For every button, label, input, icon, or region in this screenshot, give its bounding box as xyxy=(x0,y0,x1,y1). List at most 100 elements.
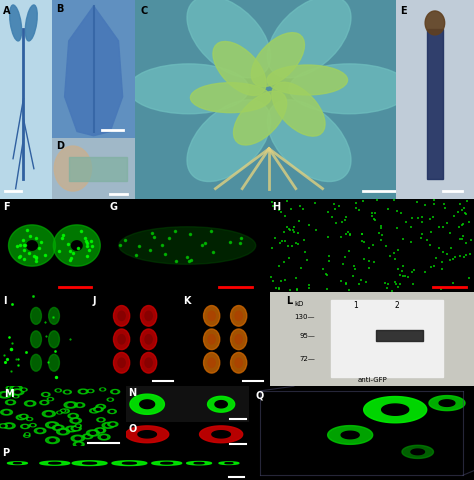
Polygon shape xyxy=(212,431,230,438)
Polygon shape xyxy=(42,393,50,396)
Polygon shape xyxy=(61,409,69,413)
Polygon shape xyxy=(108,422,118,427)
Polygon shape xyxy=(27,241,37,251)
Polygon shape xyxy=(101,436,107,438)
Ellipse shape xyxy=(289,65,410,115)
Ellipse shape xyxy=(208,335,215,344)
Polygon shape xyxy=(56,427,61,429)
Polygon shape xyxy=(25,401,36,406)
Polygon shape xyxy=(0,409,12,415)
Ellipse shape xyxy=(235,312,242,321)
Polygon shape xyxy=(77,444,81,445)
Text: 72—: 72— xyxy=(299,355,315,361)
Polygon shape xyxy=(74,428,78,430)
Polygon shape xyxy=(53,425,64,431)
Polygon shape xyxy=(60,409,66,412)
Ellipse shape xyxy=(128,65,249,115)
Ellipse shape xyxy=(49,355,59,372)
Ellipse shape xyxy=(187,101,271,182)
Polygon shape xyxy=(10,385,22,391)
Polygon shape xyxy=(130,395,164,414)
Polygon shape xyxy=(161,462,173,464)
Polygon shape xyxy=(13,463,21,464)
Polygon shape xyxy=(47,398,54,401)
Ellipse shape xyxy=(113,306,130,326)
Text: kD: kD xyxy=(295,300,304,306)
Polygon shape xyxy=(6,424,12,427)
Polygon shape xyxy=(95,428,106,433)
Ellipse shape xyxy=(230,329,247,350)
Ellipse shape xyxy=(203,329,220,350)
Polygon shape xyxy=(8,425,10,426)
Polygon shape xyxy=(64,402,77,408)
Polygon shape xyxy=(75,403,85,408)
Polygon shape xyxy=(109,399,111,400)
Polygon shape xyxy=(55,389,62,392)
Polygon shape xyxy=(73,420,78,422)
Polygon shape xyxy=(429,396,465,411)
Polygon shape xyxy=(27,418,33,420)
Text: N: N xyxy=(128,387,136,397)
Polygon shape xyxy=(92,410,96,412)
Polygon shape xyxy=(26,435,28,436)
Polygon shape xyxy=(19,414,28,419)
Polygon shape xyxy=(64,410,67,412)
Polygon shape xyxy=(70,418,82,423)
Polygon shape xyxy=(29,424,36,427)
Polygon shape xyxy=(57,429,70,435)
Polygon shape xyxy=(21,388,27,391)
Text: 95—: 95— xyxy=(299,332,315,338)
Text: D: D xyxy=(56,141,64,151)
Text: B: B xyxy=(56,4,64,14)
Polygon shape xyxy=(89,391,92,392)
Ellipse shape xyxy=(113,353,130,373)
Polygon shape xyxy=(66,392,69,393)
Ellipse shape xyxy=(118,312,125,321)
Polygon shape xyxy=(73,442,84,447)
Polygon shape xyxy=(14,387,18,390)
Ellipse shape xyxy=(31,331,41,348)
Text: O: O xyxy=(128,423,137,433)
Polygon shape xyxy=(9,387,12,389)
Polygon shape xyxy=(75,424,82,427)
Polygon shape xyxy=(208,396,235,412)
Ellipse shape xyxy=(235,335,242,344)
Polygon shape xyxy=(4,411,9,413)
Polygon shape xyxy=(402,445,433,458)
Polygon shape xyxy=(1,425,5,427)
Text: K: K xyxy=(183,296,191,306)
Polygon shape xyxy=(107,398,113,401)
Ellipse shape xyxy=(118,335,125,344)
Polygon shape xyxy=(71,415,75,417)
Text: J: J xyxy=(93,296,96,306)
Polygon shape xyxy=(96,405,106,409)
Polygon shape xyxy=(82,462,97,464)
Text: Q: Q xyxy=(255,389,264,399)
Polygon shape xyxy=(8,462,27,465)
Ellipse shape xyxy=(187,0,271,79)
Ellipse shape xyxy=(49,331,59,348)
Polygon shape xyxy=(24,434,30,437)
Ellipse shape xyxy=(140,353,157,373)
Text: F: F xyxy=(3,202,10,212)
Text: M: M xyxy=(4,388,13,398)
Polygon shape xyxy=(56,411,62,414)
Polygon shape xyxy=(225,463,233,464)
Ellipse shape xyxy=(191,84,271,113)
Text: H: H xyxy=(272,202,280,212)
Polygon shape xyxy=(15,391,20,394)
Polygon shape xyxy=(21,424,29,429)
Polygon shape xyxy=(328,426,373,444)
Ellipse shape xyxy=(230,306,247,326)
Text: I: I xyxy=(3,296,6,306)
Polygon shape xyxy=(57,390,60,391)
Polygon shape xyxy=(58,412,61,413)
Ellipse shape xyxy=(9,6,22,42)
Polygon shape xyxy=(86,430,100,436)
Text: 2: 2 xyxy=(394,300,399,309)
Polygon shape xyxy=(49,462,61,464)
Polygon shape xyxy=(152,461,182,465)
Polygon shape xyxy=(62,410,64,411)
Polygon shape xyxy=(65,426,77,432)
Polygon shape xyxy=(200,426,243,443)
